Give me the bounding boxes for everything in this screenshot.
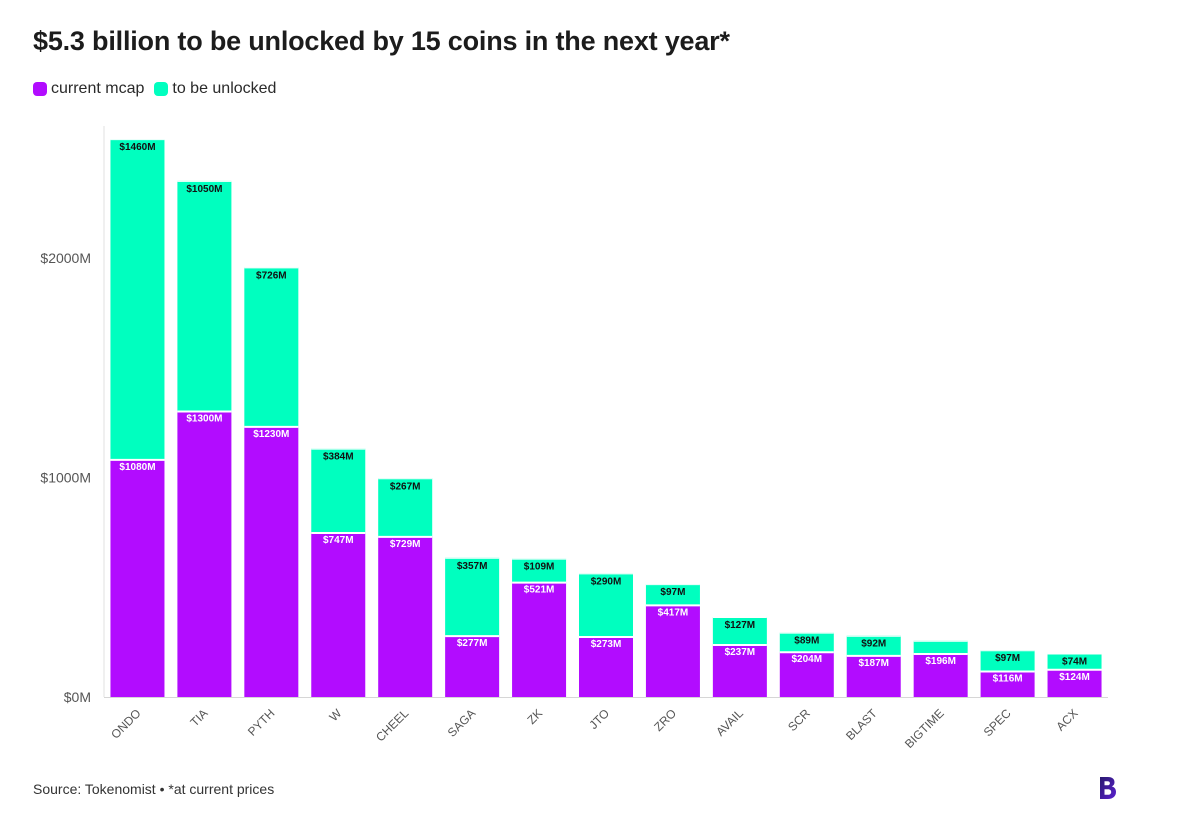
bar-to-be-unlocked-bigtime (913, 640, 968, 654)
bar-current-mcap-zro (645, 605, 700, 697)
data-label-current-mcap-cheel: $729M (390, 539, 421, 550)
bar-current-mcap-pyth (244, 426, 299, 697)
bar-current-mcap-acx (1047, 669, 1102, 697)
data-label-to-be-unlocked-zk: $109M (524, 562, 555, 573)
data-label-current-mcap-ondo: $1080M (119, 462, 155, 473)
x-tick-label-w: W (326, 706, 344, 724)
data-label-to-be-unlocked-jto: $290M (591, 576, 622, 587)
bar-to-be-unlocked-tia (177, 180, 232, 412)
data-label-current-mcap-avail: $237M (725, 647, 756, 658)
x-tick-label-zk: ZK (524, 706, 545, 727)
y-tick-label-1000: $1000M (40, 469, 91, 485)
bar-to-be-unlocked-acx (1047, 653, 1102, 670)
bar-to-be-unlocked-zk (512, 558, 567, 583)
x-tick-label-zro: ZRO (651, 706, 679, 734)
x-tick-label-bigtime: BIGTIME (902, 706, 947, 751)
data-label-current-mcap-spec: $116M (993, 674, 1023, 685)
data-label-to-be-unlocked-tia: $1050M (186, 184, 222, 195)
bar-current-mcap-cheel (378, 536, 433, 697)
data-label-to-be-unlocked-zro: $97M (660, 587, 685, 598)
data-label-current-mcap-saga: $277M (457, 638, 488, 649)
bar-current-mcap-w (311, 532, 366, 697)
bar-current-mcap-avail (712, 644, 767, 697)
data-label-current-mcap-zk: $521M (524, 585, 555, 596)
bar-current-mcap-spec (980, 671, 1035, 697)
data-label-current-mcap-acx: $124M (1059, 672, 1090, 683)
legend-swatch-current-mcap (33, 82, 47, 96)
y-tick-label-2000: $2000M (40, 250, 91, 266)
legend-item-to-be-unlocked: to be unlocked (154, 80, 276, 98)
data-label-to-be-unlocked-spec: $97M (995, 653, 1020, 664)
bar-current-mcap-tia (177, 411, 232, 697)
x-tick-label-avail: AVAIL (713, 706, 746, 739)
x-tick-label-scr: SCR (785, 706, 813, 734)
stacked-bar-chart: $0M $1000M $2000M $1080M $1460M ONDO $1300M $10… (40, 126, 1108, 751)
bar-to-be-unlocked-blast (846, 635, 901, 656)
data-label-to-be-unlocked-ondo: $1460M (119, 142, 155, 153)
data-label-to-be-unlocked-cheel: $267M (390, 481, 421, 492)
bar-to-be-unlocked-pyth (244, 267, 299, 427)
data-label-current-mcap-blast: $187M (858, 658, 889, 669)
data-label-to-be-unlocked-blast: $92M (861, 639, 886, 650)
bar-to-be-unlocked-w (311, 448, 366, 533)
data-label-current-mcap-zro: $417M (658, 607, 689, 618)
bar-to-be-unlocked-scr (779, 632, 834, 653)
bar-to-be-unlocked-avail (712, 617, 767, 645)
data-label-current-mcap-w: $747M (323, 535, 354, 546)
bar-to-be-unlocked-jto (579, 573, 633, 638)
bar-current-mcap-saga (445, 636, 500, 697)
x-tick-label-ondo: ONDO (108, 706, 143, 741)
legend-swatch-to-be-unlocked (154, 82, 169, 96)
bar-to-be-unlocked-ondo (110, 139, 165, 460)
bar-current-mcap-blast (846, 655, 901, 697)
x-tick-label-blast: BLAST (843, 706, 880, 743)
data-label-current-mcap-bigtime: $196M (925, 656, 956, 667)
data-label-to-be-unlocked-avail: $127M (725, 620, 756, 631)
x-tick-label-cheel: CHEEL (373, 706, 411, 744)
data-label-current-mcap-pyth: $1230M (253, 429, 289, 440)
bar-current-mcap-ondo (110, 459, 165, 697)
bar-to-be-unlocked-cheel (378, 478, 433, 537)
bar-to-be-unlocked-saga (445, 557, 500, 637)
data-label-current-mcap-tia: $1300M (186, 414, 222, 425)
bar-current-mcap-scr (779, 652, 834, 697)
data-label-to-be-unlocked-acx: $74M (1062, 657, 1087, 668)
x-tick-label-acx: ACX (1053, 706, 1080, 733)
legend-item-current-mcap: current mcap (33, 80, 144, 98)
x-tick-label-tia: TIA (187, 706, 210, 729)
legend-label-current-mcap: current mcap (51, 80, 145, 97)
x-tick-label-pyth: PYTH (245, 706, 278, 739)
bar-current-mcap-bigtime (913, 653, 968, 697)
data-label-to-be-unlocked-pyth: $726M (256, 270, 287, 281)
b-logo-icon (1100, 777, 1116, 799)
data-label-to-be-unlocked-saga: $357M (457, 561, 488, 572)
data-label-current-mcap-jto: $273M (591, 639, 622, 650)
y-tick-label-0: $0M (64, 689, 91, 705)
chart-title: $5.3 billion to be unlocked by 15 coins … (33, 26, 730, 56)
x-tick-label-spec: SPEC (981, 706, 1014, 739)
legend: current mcap to be unlocked (33, 80, 286, 98)
data-label-current-mcap-scr: $204M (792, 654, 823, 665)
data-label-to-be-unlocked-w: $384M (323, 452, 354, 463)
x-tick-label-saga: SAGA (445, 706, 478, 739)
data-label-to-be-unlocked-scr: $89M (794, 636, 819, 647)
bar-current-mcap-zk (512, 582, 567, 697)
bar-to-be-unlocked-spec (980, 650, 1035, 672)
x-tick-label-jto: JTO (586, 706, 612, 732)
source-note: Source: Tokenomist • *at current prices (33, 781, 275, 797)
bar-current-mcap-jto (579, 637, 633, 697)
legend-label-to-be-unlocked: to be unlocked (172, 80, 277, 97)
bar-to-be-unlocked-zro (645, 584, 700, 606)
